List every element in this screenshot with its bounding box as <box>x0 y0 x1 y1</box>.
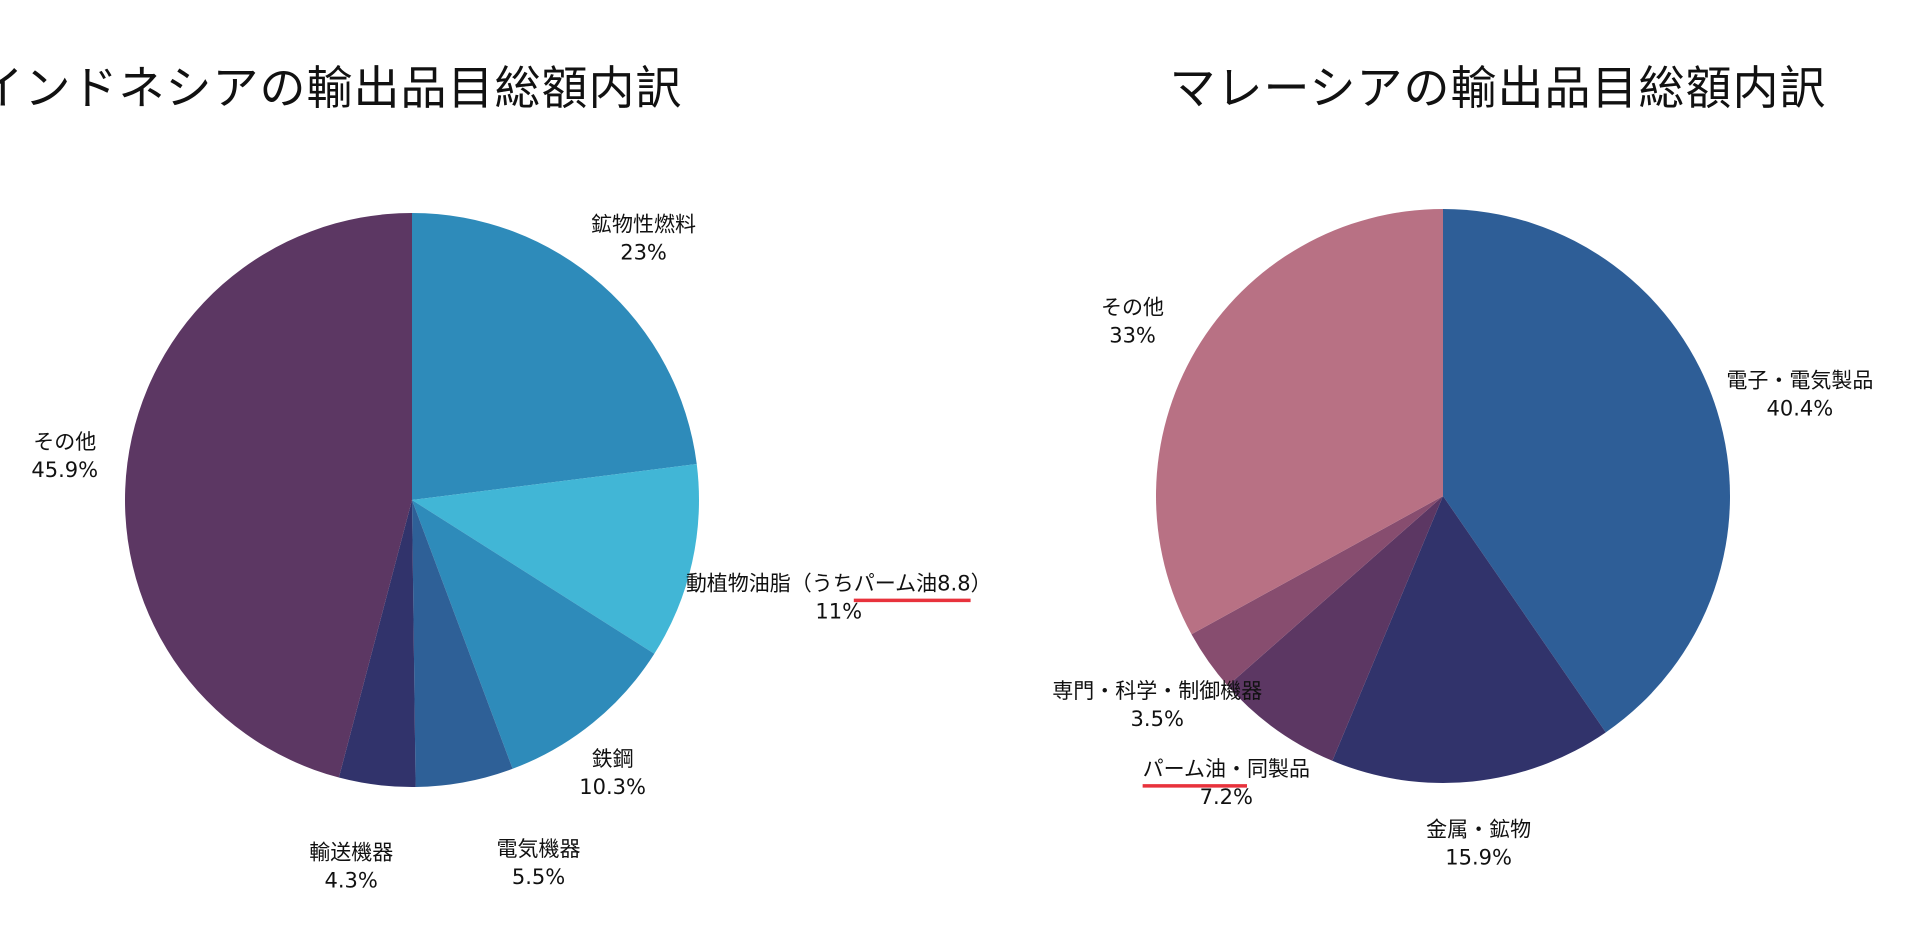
indonesia-slice-value-2: 10.3% <box>579 775 646 799</box>
indonesia-chart-title: インドネシアの輸出品目総額内訳 <box>0 61 683 115</box>
indonesia-slice-value-0: 23% <box>620 240 667 264</box>
indonesia-slice-3 <box>412 500 513 787</box>
malaysia-pie-chart: 電子・電気製品 40.4% 金属・鉱物 15.9% パーム油・同製品 7.2% 専門・科学・… <box>1052 209 1873 870</box>
malaysia-slice-1 <box>1332 496 1606 784</box>
indonesia-slice-label-4: 輸送機器 <box>309 841 393 865</box>
malaysia-slice-0 <box>1443 209 1731 733</box>
indonesia-slice-value-4: 4.3% <box>325 869 378 893</box>
indonesia-chart-panel: インドネシアの輸出品目総額内訳 鉱物性燃料 23% 動植物油脂（うちパーム油8.8）… <box>0 61 992 893</box>
malaysia-slice-label-1: 金属・鉱物 <box>1426 818 1531 842</box>
indonesia-slice-1 <box>412 464 699 654</box>
malaysia-slice-value-3: 3.5% <box>1131 707 1184 731</box>
indonesia-slice-4 <box>338 500 416 787</box>
indonesia-slice-label-1: 動植物油脂（うちパーム油8.8） <box>686 571 992 595</box>
malaysia-slice-label-4: その他 <box>1101 296 1164 320</box>
malaysia-slice-3 <box>1191 496 1443 686</box>
indonesia-slice-value-3: 5.5% <box>512 865 565 889</box>
indonesia-slice-label-2: 鉄鋼 <box>592 747 634 771</box>
malaysia-slice-value-0: 40.4% <box>1766 397 1833 421</box>
malaysia-slice-label-0: 電子・電気製品 <box>1726 369 1873 393</box>
indonesia-slice-label-0: 鉱物性燃料 <box>591 212 696 236</box>
indonesia-slice-label-5: その他 <box>33 430 96 454</box>
indonesia-slice-5 <box>125 213 413 778</box>
malaysia-chart-title: マレーシアの輸出品目総額内訳 <box>1169 61 1827 115</box>
indonesia-slice-value-1: 11% <box>815 599 862 623</box>
malaysia-slice-4 <box>1156 209 1443 635</box>
malaysia-slice-label-2: パーム油・同製品 <box>1143 757 1310 781</box>
malaysia-slice-value-4: 33% <box>1109 324 1156 348</box>
malaysia-slice-value-1: 15.9% <box>1445 846 1512 870</box>
malaysia-slice-value-2: 7.2% <box>1200 785 1253 809</box>
indonesia-slice-2 <box>412 500 655 769</box>
indonesia-pie-chart: 鉱物性燃料 23% 動植物油脂（うちパーム油8.8） 11% 鉄鋼 10.3% 電気機器 5.… <box>31 212 991 893</box>
indonesia-slice-value-5: 45.9% <box>31 458 98 482</box>
indonesia-slice-0 <box>412 213 697 500</box>
malaysia-chart-panel: マレーシアの輸出品目総額内訳 電子・電気製品 40.4% 金属・鉱物 15.9% パーム… <box>960 0 1920 947</box>
malaysia-slice-2 <box>1227 496 1443 761</box>
indonesia-slice-label-3: 電気機器 <box>497 837 581 861</box>
malaysia-slice-label-3: 専門・科学・制御機器 <box>1052 679 1262 703</box>
